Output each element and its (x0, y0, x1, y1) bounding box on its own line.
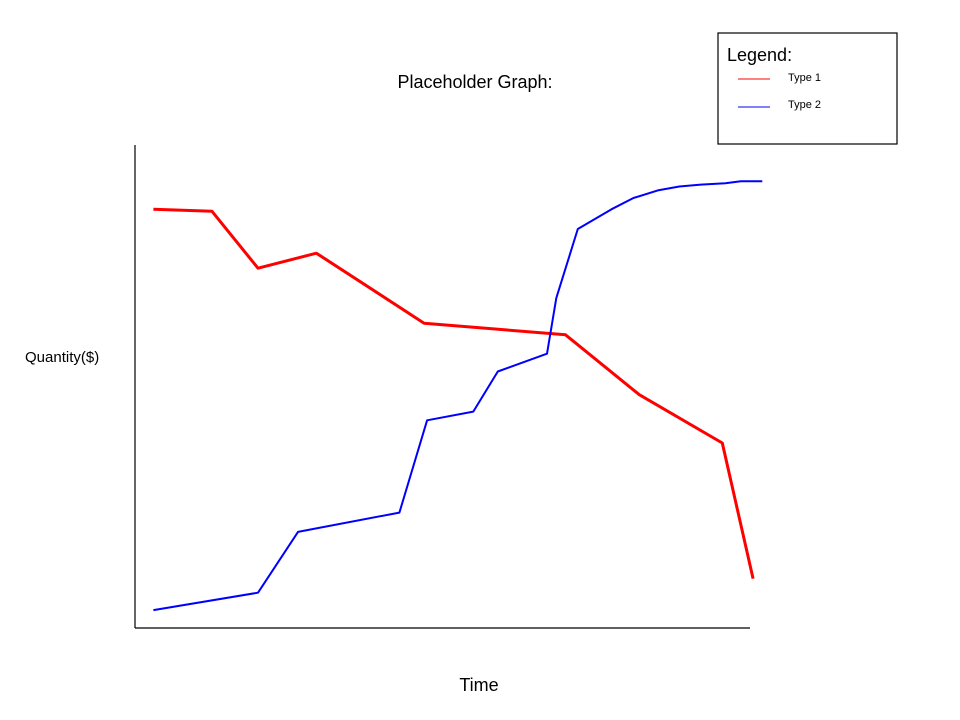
series-layer (153, 180, 763, 612)
legend: Legend: Type 1 Type 2 (717, 32, 898, 145)
legend-label-type-1: Type 1 (788, 72, 821, 84)
y-axis-label: Quantity($) (25, 349, 99, 366)
legend-title: Legend: (727, 45, 792, 65)
legend-label-type-2: Type 2 (788, 99, 821, 111)
legend-box (717, 32, 898, 145)
series-line-type-2 (153, 180, 763, 612)
chart-title: Placeholder Graph: (397, 72, 552, 92)
series-line-type-1 (153, 207, 755, 580)
x-axis-label: Time (459, 675, 498, 695)
